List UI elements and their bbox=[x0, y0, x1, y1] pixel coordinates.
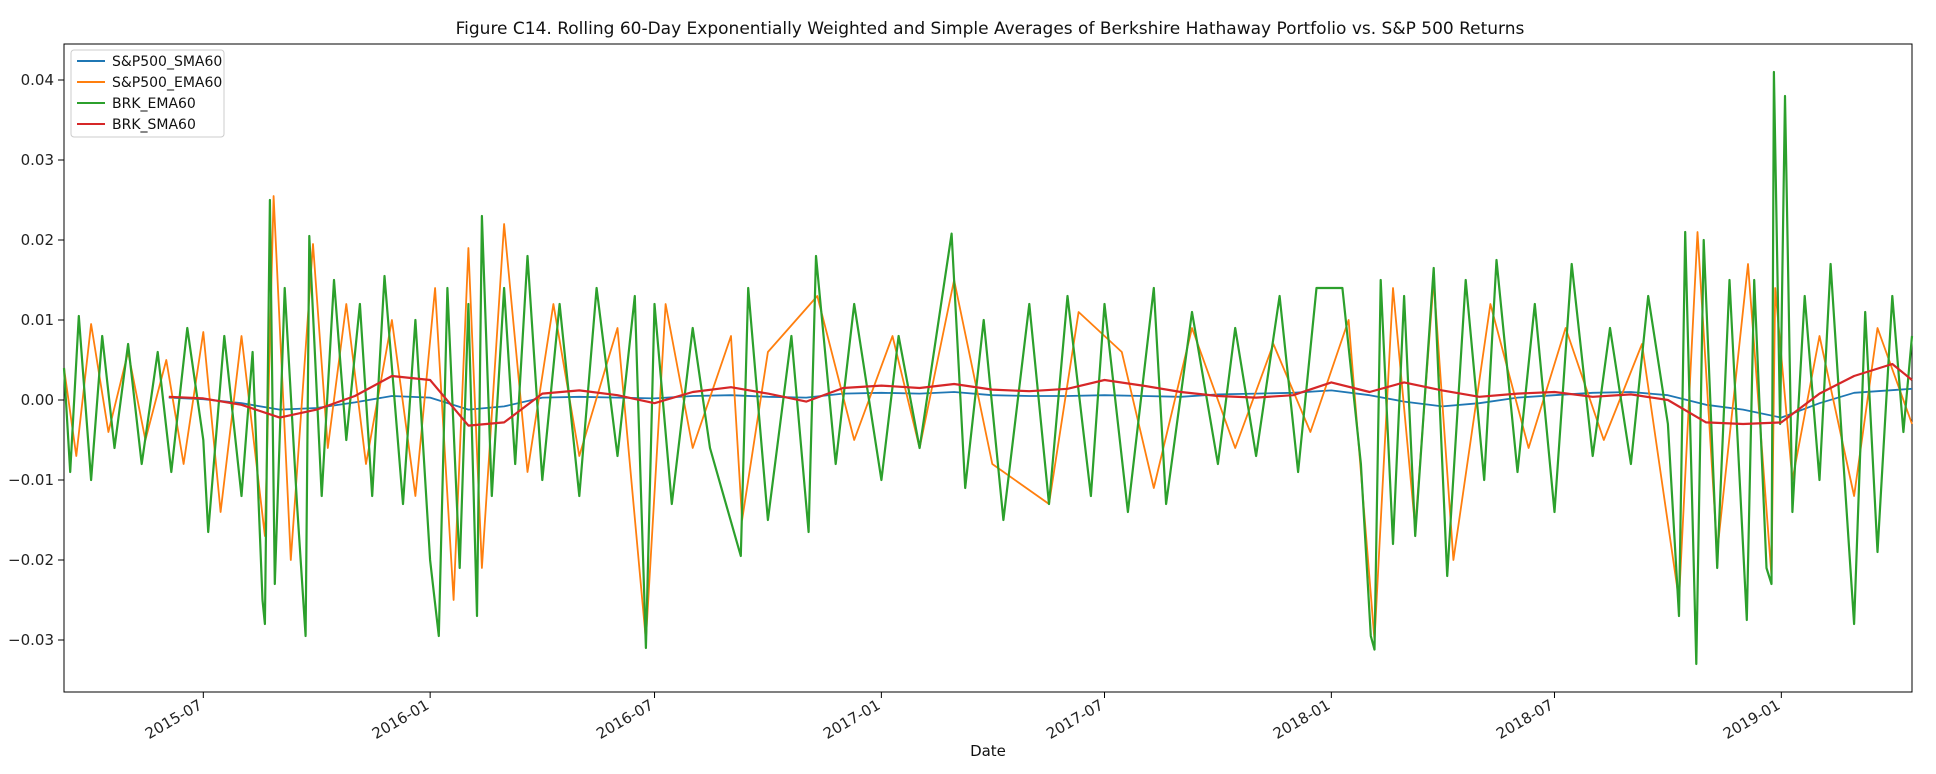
legend-entry-label: S&P500_SMA60 bbox=[112, 54, 222, 70]
y-tick-label: 0.01 bbox=[21, 311, 54, 329]
y-tick-label: −0.02 bbox=[8, 551, 54, 569]
y-tick-label: −0.03 bbox=[8, 631, 54, 649]
x-tick-label: 2019-01 bbox=[1720, 696, 1783, 743]
x-axis: 2015-07 2016-01 2016-07 2017-01 2017-07 2018-… bbox=[142, 692, 1783, 743]
x-tick-label: 2018-01 bbox=[1270, 696, 1333, 743]
x-axis-label: Date bbox=[970, 742, 1006, 760]
series-layer bbox=[62, 70, 1914, 666]
y-axis: −0.03 −0.02 −0.01 0.00 0.01 0.02 0.03 0.04 bbox=[8, 71, 64, 649]
legend: S&P500_SMA60 S&P500_EMA60 BRK_EMA60 BRK_SMA… bbox=[70, 49, 225, 138]
legend-entry-label: BRK_EMA60 bbox=[112, 96, 196, 112]
x-tick-label: 2016-01 bbox=[369, 696, 432, 743]
series-line-brk-sma60 bbox=[168, 362, 1913, 427]
series-line-s-p500-sma60 bbox=[168, 387, 1913, 419]
y-tick-label: −0.01 bbox=[8, 471, 54, 489]
x-tick-label: 2017-07 bbox=[1043, 696, 1106, 743]
x-tick-label: 2017-01 bbox=[820, 696, 883, 743]
series-line-brk-ema60 bbox=[62, 70, 1914, 666]
chart-title: Figure C14. Rolling 60-Day Exponentially… bbox=[456, 19, 1525, 39]
x-tick-label: 2016-07 bbox=[593, 696, 656, 743]
y-tick-label: 0.00 bbox=[21, 391, 54, 409]
legend-entry-label: BRK_SMA60 bbox=[112, 117, 196, 133]
y-tick-label: 0.04 bbox=[21, 71, 54, 89]
x-tick-label: 2015-07 bbox=[142, 696, 205, 743]
legend-box bbox=[70, 49, 225, 138]
x-tick-label: 2018-07 bbox=[1493, 696, 1556, 743]
y-tick-label: 0.02 bbox=[21, 231, 54, 249]
legend-entry-label: S&P500_EMA60 bbox=[112, 75, 222, 91]
y-tick-label: 0.03 bbox=[21, 151, 54, 169]
